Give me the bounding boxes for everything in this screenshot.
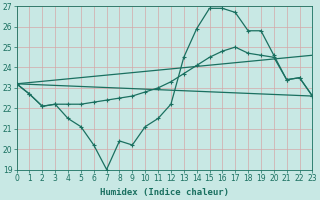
X-axis label: Humidex (Indice chaleur): Humidex (Indice chaleur) <box>100 188 229 197</box>
